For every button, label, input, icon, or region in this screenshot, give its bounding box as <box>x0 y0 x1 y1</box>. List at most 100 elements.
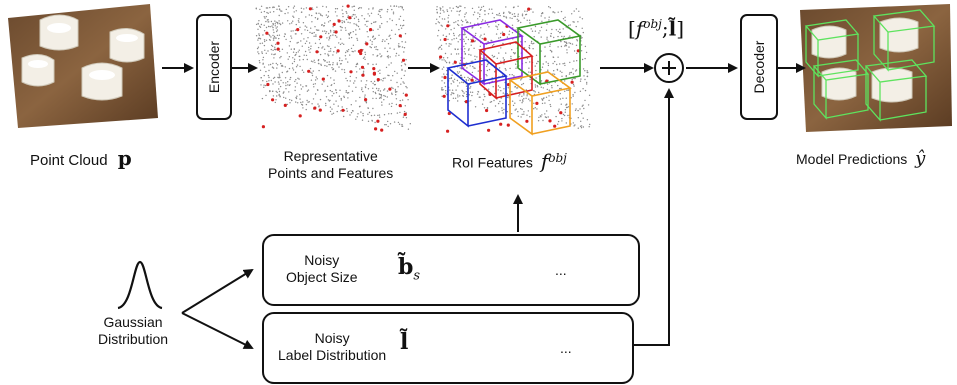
cloud-point <box>498 37 500 39</box>
cloud-point <box>584 78 586 81</box>
cloud-point <box>571 13 573 15</box>
cloud-point <box>278 75 281 77</box>
cloud-point <box>324 53 326 55</box>
cloud-point <box>459 5 461 7</box>
cloud-point <box>355 118 357 120</box>
cloud-point <box>574 109 577 112</box>
cloud-point <box>383 89 385 91</box>
cloud-point <box>503 59 505 61</box>
cloud-point <box>264 17 266 19</box>
cloud-point <box>260 11 263 13</box>
cloud-point <box>298 18 300 20</box>
cloud-point <box>455 53 458 55</box>
cloud-point <box>452 7 454 9</box>
cloud-point <box>533 42 535 44</box>
cloud-point <box>571 103 573 105</box>
cloud-point <box>549 49 552 52</box>
cloud-point <box>551 87 553 89</box>
cloud-point <box>536 85 538 87</box>
cloud-point <box>345 77 347 80</box>
cloud-point <box>351 110 354 112</box>
cloud-point <box>396 81 398 84</box>
cloud-point <box>294 80 296 83</box>
cloud-point <box>486 75 488 77</box>
cloud-point <box>302 107 304 109</box>
cloud-point <box>345 29 347 31</box>
cloud-point <box>332 54 334 56</box>
cloud-point <box>372 91 374 93</box>
cloud-point <box>327 15 330 17</box>
cloud-point <box>273 76 276 79</box>
cloud-point <box>471 91 474 94</box>
cloud-point <box>398 123 401 125</box>
cloud-point <box>380 94 382 96</box>
cloud-point <box>383 94 385 97</box>
cloud-point <box>389 18 391 20</box>
cloud-point <box>471 26 474 29</box>
cloud-point <box>548 99 550 102</box>
cloud-point <box>276 26 278 28</box>
cloud-point <box>479 13 481 15</box>
cloud-point <box>542 12 544 14</box>
roi-box-red <box>478 41 534 100</box>
cloud-point <box>331 113 333 115</box>
cloud-point <box>535 77 537 79</box>
cloud-point <box>262 56 265 59</box>
cloud-point <box>465 43 467 45</box>
cloud-point <box>364 51 366 53</box>
cloud-point <box>443 59 445 61</box>
cloud-point <box>373 84 376 86</box>
cloud-point <box>481 37 483 40</box>
cloud-point <box>287 6 290 8</box>
cloud-point <box>514 86 516 88</box>
cloud-point <box>360 111 362 113</box>
cloud-point <box>389 34 391 36</box>
cloud-point <box>268 64 270 66</box>
cloud-point <box>540 26 543 28</box>
cloud-point <box>563 62 566 64</box>
cloud-point <box>558 108 560 110</box>
cloud-point <box>280 65 283 67</box>
cloud-point <box>268 76 270 79</box>
cloud-point <box>551 28 553 31</box>
cloud-point <box>459 34 461 36</box>
cloud-point <box>327 55 330 57</box>
cloud-point <box>377 89 379 92</box>
cloud-point <box>261 42 264 44</box>
cloud-point <box>325 6 328 8</box>
cloud-point <box>478 96 480 98</box>
cloud-point <box>566 42 568 45</box>
cloud-point <box>579 90 582 93</box>
cloud-point <box>451 39 453 41</box>
cloud-point <box>529 71 532 74</box>
cloud-point <box>300 7 303 9</box>
cloud-point <box>379 116 381 118</box>
cloud-point <box>561 117 563 120</box>
cloud-point <box>287 84 289 86</box>
cloud-point <box>571 78 573 81</box>
cloud-point <box>569 71 571 74</box>
cloud-point <box>297 102 299 104</box>
cloud-point <box>397 45 400 47</box>
cloud-point <box>275 99 277 101</box>
cloud-point <box>333 79 335 81</box>
cloud-point <box>454 48 456 50</box>
cloud-point <box>567 114 569 117</box>
cloud-point <box>461 81 463 83</box>
cloud-point <box>465 19 467 21</box>
cloud-point <box>528 98 530 100</box>
concat-f: f <box>635 16 644 41</box>
cloud-point <box>471 94 473 97</box>
cloud-point <box>399 99 401 102</box>
cloud-point <box>315 34 317 36</box>
cloud-point <box>297 41 299 44</box>
cloud-point <box>338 66 340 68</box>
cloud-point <box>458 14 460 16</box>
cloud-point <box>395 52 398 55</box>
cloud-point <box>269 11 271 13</box>
cloud-point <box>515 108 517 110</box>
cloud-point <box>292 15 294 17</box>
cloud-point <box>467 79 470 82</box>
cloud-point <box>438 16 441 18</box>
representative-point <box>376 119 380 123</box>
